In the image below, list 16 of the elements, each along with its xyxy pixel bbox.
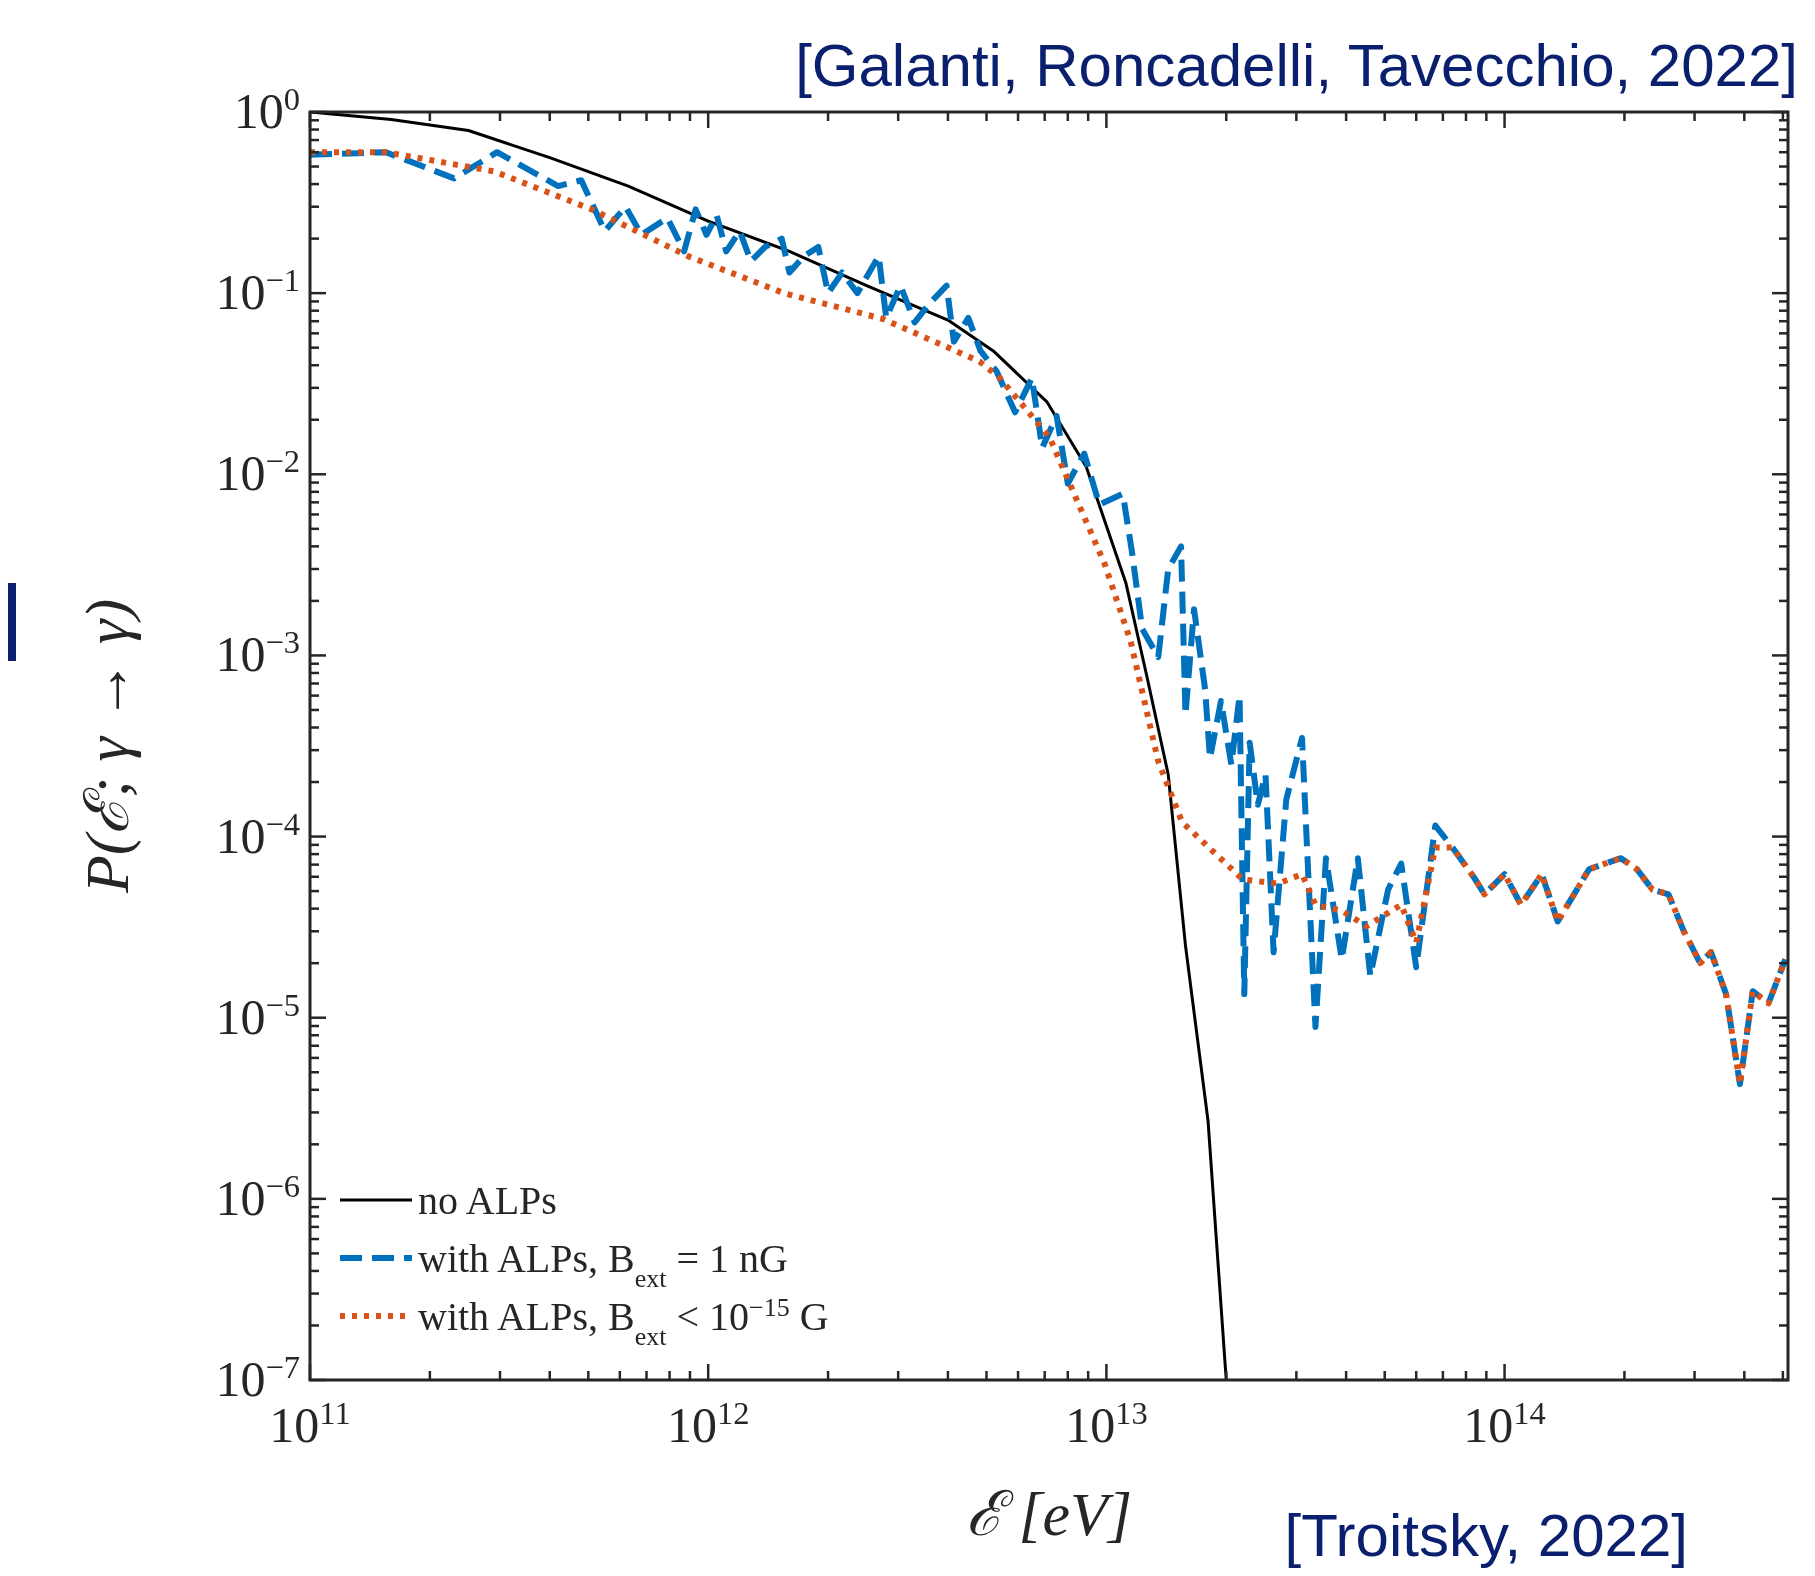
y-tick-label: 10$^{0}$ bbox=[233, 81, 300, 139]
x-tick-label: 10$^{13}$ bbox=[1065, 1395, 1148, 1453]
legend-label: with ALPs, B$_{ext}$ = 1 nG bbox=[418, 1236, 788, 1293]
y-tick-label: 10$^{−2}$ bbox=[215, 443, 300, 502]
x-tick-label: 10$^{12}$ bbox=[666, 1395, 750, 1453]
y-tick-label: 10$^{−5}$ bbox=[215, 986, 300, 1045]
y-axis-title: P(ℰ; γ → γ) bbox=[73, 598, 142, 895]
x-tick-label: 10$^{14}$ bbox=[1463, 1395, 1546, 1453]
legend-label: no ALPs bbox=[418, 1178, 557, 1223]
y-tick-label: 10$^{−3}$ bbox=[215, 624, 300, 683]
y-tick-label: 10$^{−1}$ bbox=[215, 262, 300, 321]
legend-label: with ALPs, B$_{ext}$ < 10$^{−15}$ G bbox=[418, 1292, 829, 1351]
text: [Galanti, Roncadelli, Tavecchio, 2022] bbox=[795, 32, 1798, 99]
y-tick-label: 10$^{−4}$ bbox=[215, 805, 300, 864]
x-axis-title: ℰ [eV] bbox=[965, 1480, 1133, 1548]
y-tick-label: 10$^{−6}$ bbox=[215, 1167, 300, 1226]
